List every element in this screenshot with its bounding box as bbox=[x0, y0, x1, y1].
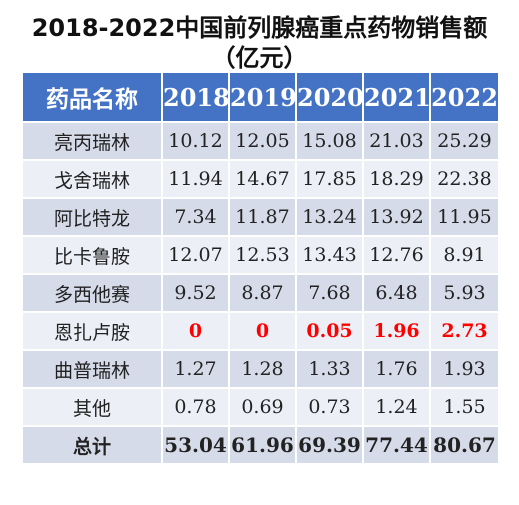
drug-name-cell: 戈舍瑞林 bbox=[21, 159, 163, 199]
value-cell-2021: 21.03 bbox=[362, 121, 431, 161]
value-cell-2018: 1.27 bbox=[161, 349, 230, 389]
value-cell-2020: 0.73 bbox=[295, 387, 364, 427]
value-cell-2020: 15.08 bbox=[295, 121, 364, 161]
sales-table: 药品名称 2018 2019 2020 2021 2022 亮丙瑞林 10.12 1… bbox=[21, 71, 500, 465]
value-cell-2022: 1.55 bbox=[429, 387, 500, 427]
value-cell-2019: 14.67 bbox=[228, 159, 297, 199]
value-cell-2021: 1.76 bbox=[362, 349, 431, 389]
value-cell-2020: 69.39 bbox=[295, 425, 364, 465]
value-cell-2019: 61.96 bbox=[228, 425, 297, 465]
drug-name-cell: 曲普瑞林 bbox=[21, 349, 163, 389]
value-cell-2021: 77.44 bbox=[362, 425, 431, 465]
value-cell-2022: 5.93 bbox=[429, 273, 500, 313]
total-row: 总计 53.04 61.96 69.39 77.44 80.67 bbox=[21, 425, 500, 465]
value-cell-2022: 80.67 bbox=[429, 425, 500, 465]
value-cell-2019: 12.53 bbox=[228, 235, 297, 275]
value-cell-2021: 18.29 bbox=[362, 159, 431, 199]
value-cell-2022: 1.93 bbox=[429, 349, 500, 389]
value-cell-2018: 9.52 bbox=[161, 273, 230, 313]
value-cell-2022: 8.91 bbox=[429, 235, 500, 275]
drug-name-cell: 比卡鲁胺 bbox=[21, 235, 163, 275]
value-cell-2019: 0.69 bbox=[228, 387, 297, 427]
table-row: 戈舍瑞林 11.94 14.67 17.85 18.29 22.38 bbox=[21, 159, 500, 199]
value-cell-2022: 2.73 bbox=[429, 311, 500, 351]
value-cell-2018: 7.34 bbox=[161, 197, 230, 237]
drug-name-cell: 恩扎卢胺 bbox=[21, 311, 163, 351]
value-cell-2021: 1.24 bbox=[362, 387, 431, 427]
table-row: 曲普瑞林 1.27 1.28 1.33 1.76 1.93 bbox=[21, 349, 500, 389]
column-header-2019: 2019 bbox=[228, 71, 297, 123]
drug-name-cell: 多西他赛 bbox=[21, 273, 163, 313]
chart-title: 2018-2022中国前列腺癌重点药物销售额 bbox=[31, 14, 488, 42]
value-cell-2022: 25.29 bbox=[429, 121, 500, 161]
drug-name-cell: 亮丙瑞林 bbox=[21, 121, 163, 161]
value-cell-2020: 13.24 bbox=[295, 197, 364, 237]
value-cell-2018: 0.78 bbox=[161, 387, 230, 427]
value-cell-2018: 12.07 bbox=[161, 235, 230, 275]
value-cell-2020: 17.85 bbox=[295, 159, 364, 199]
column-header-2022: 2022 bbox=[429, 71, 500, 123]
value-cell-2021: 13.92 bbox=[362, 197, 431, 237]
value-cell-2020: 13.43 bbox=[295, 235, 364, 275]
value-cell-2019: 12.05 bbox=[228, 121, 297, 161]
value-cell-2019: 8.87 bbox=[228, 273, 297, 313]
column-header-drug-name: 药品名称 bbox=[21, 71, 163, 123]
drug-name-cell: 总计 bbox=[21, 425, 163, 465]
value-cell-2021: 1.96 bbox=[362, 311, 431, 351]
table-row: 阿比特龙 7.34 11.87 13.24 13.92 11.95 bbox=[21, 197, 500, 237]
value-cell-2019: 0 bbox=[228, 311, 297, 351]
value-cell-2021: 6.48 bbox=[362, 273, 431, 313]
value-cell-2019: 1.28 bbox=[228, 349, 297, 389]
value-cell-2018: 53.04 bbox=[161, 425, 230, 465]
column-header-2018: 2018 bbox=[161, 71, 230, 123]
value-cell-2022: 22.38 bbox=[429, 159, 500, 199]
table-row: 多西他赛 9.52 8.87 7.68 6.48 5.93 bbox=[21, 273, 500, 313]
drug-name-cell: 其他 bbox=[21, 387, 163, 427]
table-row: 比卡鲁胺 12.07 12.53 13.43 12.76 8.91 bbox=[21, 235, 500, 275]
value-cell-2019: 11.87 bbox=[228, 197, 297, 237]
value-cell-2020: 7.68 bbox=[295, 273, 364, 313]
value-cell-2018: 10.12 bbox=[161, 121, 230, 161]
table-row: 亮丙瑞林 10.12 12.05 15.08 21.03 25.29 bbox=[21, 121, 500, 161]
value-cell-2018: 11.94 bbox=[161, 159, 230, 199]
value-cell-2022: 11.95 bbox=[429, 197, 500, 237]
column-header-2021: 2021 bbox=[362, 71, 431, 123]
chart-subtitle: （亿元） bbox=[211, 44, 308, 72]
value-cell-2018: 0 bbox=[161, 311, 230, 351]
header-row: 药品名称 2018 2019 2020 2021 2022 bbox=[21, 71, 500, 123]
value-cell-2020: 1.33 bbox=[295, 349, 364, 389]
table-row: 恩扎卢胺 0 0 0.05 1.96 2.73 bbox=[21, 311, 500, 351]
drug-name-cell: 阿比特龙 bbox=[21, 197, 163, 237]
column-header-2020: 2020 bbox=[295, 71, 364, 123]
value-cell-2021: 12.76 bbox=[362, 235, 431, 275]
table-row: 其他 0.78 0.69 0.73 1.24 1.55 bbox=[21, 387, 500, 427]
value-cell-2020: 0.05 bbox=[295, 311, 364, 351]
